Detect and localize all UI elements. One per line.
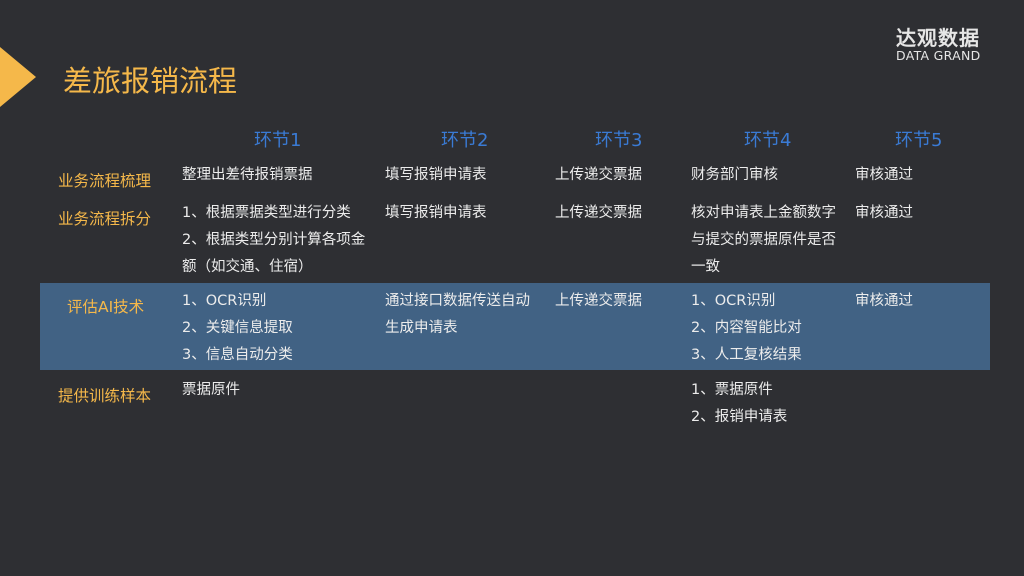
table-cell: 审核通过 xyxy=(855,167,913,183)
table-cell: 1、OCR识别 2、内容智能比对 3、人工复核结果 xyxy=(691,293,802,363)
table-cell: 审核通过 xyxy=(855,205,913,221)
row-label: 评估AI技术 xyxy=(67,298,145,316)
table-cell: 填写报销申请表 xyxy=(385,167,487,183)
header-step-2: 环节2 xyxy=(441,130,489,151)
table-cell: 通过接口数据传送自动 生成申请表 xyxy=(385,293,530,336)
table-cell: 财务部门审核 xyxy=(691,167,778,183)
title-arrow-icon xyxy=(0,47,36,107)
table-cell: 填写报销申请表 xyxy=(385,205,487,221)
table-cell: 1、根据票据类型进行分类 2、根据类型分别计算各项金 额（如交通、住宿） xyxy=(182,205,366,275)
row-label: 业务流程拆分 xyxy=(58,210,152,228)
logo: 达观数据 DATA GRAND xyxy=(896,27,981,63)
header-step-5: 环节5 xyxy=(895,130,943,151)
table-cell: 1、票据原件 2、报销申请表 xyxy=(691,382,788,425)
table-cell: 上传递交票据 xyxy=(555,293,642,309)
highlighted-row-band xyxy=(40,283,990,370)
logo-en: DATA GRAND xyxy=(896,48,981,63)
row-label: 业务流程梳理 xyxy=(58,172,152,190)
table-cell: 上传递交票据 xyxy=(555,167,642,183)
table-cell: 审核通过 xyxy=(855,293,913,309)
header-step-4: 环节4 xyxy=(744,130,792,151)
page-title: 差旅报销流程 xyxy=(63,64,238,98)
logo-cn: 达观数据 xyxy=(896,26,980,50)
table-cell: 核对申请表上金额数字 与提交的票据原件是否 一致 xyxy=(691,205,836,275)
row-label: 提供训练样本 xyxy=(58,387,152,405)
table-cell: 上传递交票据 xyxy=(555,205,642,221)
table-cell: 票据原件 xyxy=(182,382,240,398)
table-cell: 整理出差待报销票据 xyxy=(182,167,313,183)
header-step-1: 环节1 xyxy=(254,130,302,151)
header-step-3: 环节3 xyxy=(595,130,643,151)
table-cell: 1、OCR识别 2、关键信息提取 3、信息自动分类 xyxy=(182,293,293,363)
